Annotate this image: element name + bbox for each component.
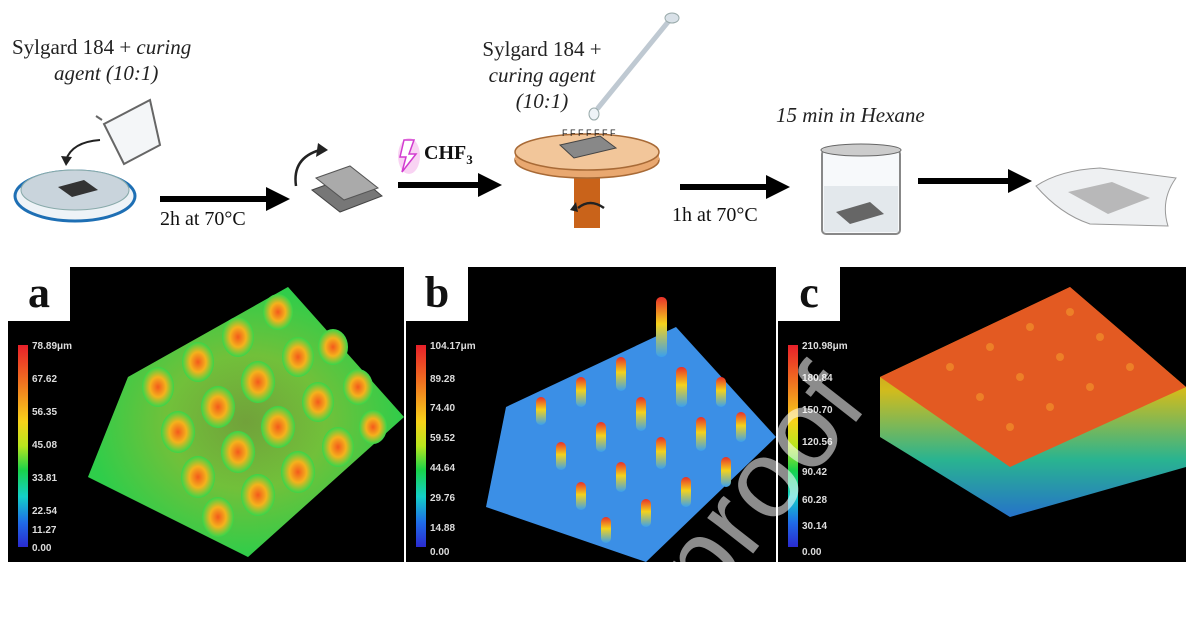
scale-tick: 22.54	[32, 506, 58, 517]
color-scale	[18, 345, 28, 547]
plasma-icon	[398, 138, 420, 174]
color-scale	[416, 345, 426, 547]
scale-tick: 0.00	[32, 543, 52, 554]
step2-text-a: Sylgard 184 +	[482, 37, 602, 61]
panel-label: b	[406, 267, 468, 321]
step1-text-b: curing	[136, 35, 192, 59]
surface-plot-a	[88, 287, 404, 557]
scale-tick: 67.62	[32, 374, 58, 385]
panel-c: c 210.98μm 180.84 150.70 120.56 90.42 60…	[778, 267, 1186, 562]
scale-tick: 0.00	[802, 547, 822, 558]
gas-formula: CHF	[424, 142, 467, 164]
arrow-4	[918, 169, 1032, 193]
step2-text-b: curing agent	[488, 63, 596, 87]
scale-max: 78.89μm	[32, 341, 73, 352]
condition-2: 1h at 70°C	[672, 204, 758, 226]
scale-max: 104.17μm	[430, 341, 476, 352]
scale-tick: 11.27	[32, 525, 57, 536]
step1-text-c: agent (10:1)	[54, 61, 159, 85]
spin-coater-icon	[514, 133, 660, 228]
step1-label: Sylgard 184 + curing agent (10:1)	[12, 34, 242, 86]
color-scale	[788, 345, 798, 547]
scale-tick: 45.08	[32, 440, 58, 451]
scale-tick: 30.14	[802, 521, 828, 532]
gas-subscript: 3	[466, 152, 473, 167]
pipette-icon	[588, 12, 680, 121]
scale-tick: 60.28	[802, 495, 828, 506]
step2-text-c: (10:1)	[515, 89, 569, 113]
gas-label: CHF3	[424, 142, 473, 168]
scale-tick: 56.35	[32, 407, 58, 418]
flip-sample-icon	[294, 143, 383, 213]
step3-label: 15 min in Hexane	[776, 103, 925, 127]
panel-label: a	[8, 267, 70, 321]
panel-b: b 104.17μm 89.28 74.40 59.52 44.64 29.76…	[406, 267, 776, 562]
hexane-beaker-icon	[820, 143, 902, 235]
arrow-2	[398, 173, 502, 197]
arrow-3	[680, 175, 790, 199]
scale-tick: 74.40	[430, 403, 456, 414]
scale-tick: 14.88	[430, 523, 456, 534]
scale-tick: 180.84	[802, 373, 833, 384]
arrow-1	[160, 187, 290, 211]
petri-dish-icon	[13, 169, 137, 223]
membrane-sample-icon	[1035, 167, 1177, 227]
scale-tick: 33.81	[32, 473, 58, 484]
surface-plot-b	[486, 297, 776, 562]
panel-label: c	[778, 267, 840, 321]
scale-tick: 89.28	[430, 374, 456, 385]
scale-tick: 44.64	[430, 463, 456, 474]
scale-tick: 29.76	[430, 493, 456, 504]
scale-tick: 0.00	[430, 547, 450, 558]
scale-tick: 90.42	[802, 467, 828, 478]
panel-a: a 78.89μm 67.62 56.35 45.08 33.81 22.54 …	[8, 267, 404, 562]
surface-plot-c	[880, 287, 1186, 517]
pouring-beaker-icon	[95, 98, 162, 166]
step2-label: Sylgard 184 + curing agent (10:1)	[452, 36, 632, 114]
step1-text-a: Sylgard 184 +	[12, 35, 137, 59]
scale-tick: 59.52	[430, 433, 456, 444]
process-schematic: F F F F F F F	[13, 12, 1177, 235]
scale-tick: 120.56	[802, 437, 833, 448]
condition-1: 2h at 70°C	[160, 208, 246, 230]
scale-tick: 150.70	[802, 405, 833, 416]
fluorine-labels: F F F F F F F	[562, 128, 616, 138]
scale-max: 210.98μm	[802, 341, 848, 352]
